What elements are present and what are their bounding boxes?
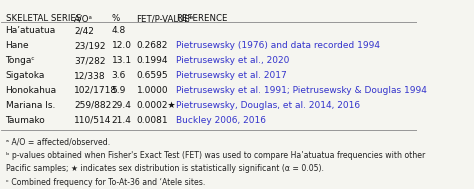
Text: Pietrusewsky et al., 2020: Pietrusewsky et al., 2020	[176, 56, 289, 65]
Text: 0.6595: 0.6595	[137, 71, 168, 80]
Text: ᵇ p-values obtained when Fisher's Exact Test (FET) was used to compare Ha’atuatu: ᵇ p-values obtained when Fisher's Exact …	[6, 151, 425, 160]
Text: REFERENCE: REFERENCE	[176, 14, 228, 23]
Text: Pacific samples; ★ indicates sex distribution is statistically significant (α = : Pacific samples; ★ indicates sex distrib…	[6, 164, 324, 173]
Text: 5.9: 5.9	[111, 86, 126, 95]
Text: 4.8: 4.8	[111, 26, 126, 35]
Text: 37/282: 37/282	[74, 56, 106, 65]
Text: 1.0000: 1.0000	[137, 86, 168, 95]
Text: Honokahua: Honokahua	[6, 86, 57, 95]
Text: 2/42: 2/42	[74, 26, 94, 35]
Text: Taumako: Taumako	[6, 116, 46, 125]
Text: 29.4: 29.4	[111, 101, 131, 110]
Text: Tongaᶜ: Tongaᶜ	[6, 56, 35, 65]
Text: FET/P-VALUEᵇ: FET/P-VALUEᵇ	[137, 14, 194, 23]
Text: Pietrusewsky et al. 1991; Pietrusewsky & Douglas 1994: Pietrusewsky et al. 1991; Pietrusewsky &…	[176, 86, 427, 95]
Text: 12.0: 12.0	[111, 41, 132, 50]
Text: Buckley 2006, 2016: Buckley 2006, 2016	[176, 116, 266, 125]
Text: 0.0002★: 0.0002★	[137, 101, 176, 110]
Text: Pietrusewsky et al. 2017: Pietrusewsky et al. 2017	[176, 71, 287, 80]
Text: 13.1: 13.1	[111, 56, 132, 65]
Text: 21.4: 21.4	[111, 116, 131, 125]
Text: Hane: Hane	[6, 41, 29, 50]
Text: 0.2682: 0.2682	[137, 41, 168, 50]
Text: 259/882: 259/882	[74, 101, 111, 110]
Text: 12/338: 12/338	[74, 71, 106, 80]
Text: 0.0081: 0.0081	[137, 116, 168, 125]
Text: 110/514: 110/514	[74, 116, 111, 125]
Text: SKELETAL SERIES: SKELETAL SERIES	[6, 14, 81, 23]
Text: 102/1718: 102/1718	[74, 86, 117, 95]
Text: Sigatoka: Sigatoka	[6, 71, 45, 80]
Text: 0.1994: 0.1994	[137, 56, 168, 65]
Text: 3.6: 3.6	[111, 71, 126, 80]
Text: Ha’atuatua: Ha’atuatua	[6, 26, 56, 35]
Text: Pietrusewsky (1976) and data recorded 1994: Pietrusewsky (1976) and data recorded 19…	[176, 41, 380, 50]
Text: %: %	[111, 14, 120, 23]
Text: ᵃ A/O = affected/observed.: ᵃ A/O = affected/observed.	[6, 138, 110, 147]
Text: ᶜ Combined frequency for To-At-36 and ‘Atele sites.: ᶜ Combined frequency for To-At-36 and ‘A…	[6, 178, 205, 187]
Text: Mariana Is.: Mariana Is.	[6, 101, 55, 110]
Text: Pietrusewsky, Douglas, et al. 2014, 2016: Pietrusewsky, Douglas, et al. 2014, 2016	[176, 101, 360, 110]
Text: A/Oᵃ: A/Oᵃ	[74, 14, 93, 23]
Text: 23/192: 23/192	[74, 41, 106, 50]
